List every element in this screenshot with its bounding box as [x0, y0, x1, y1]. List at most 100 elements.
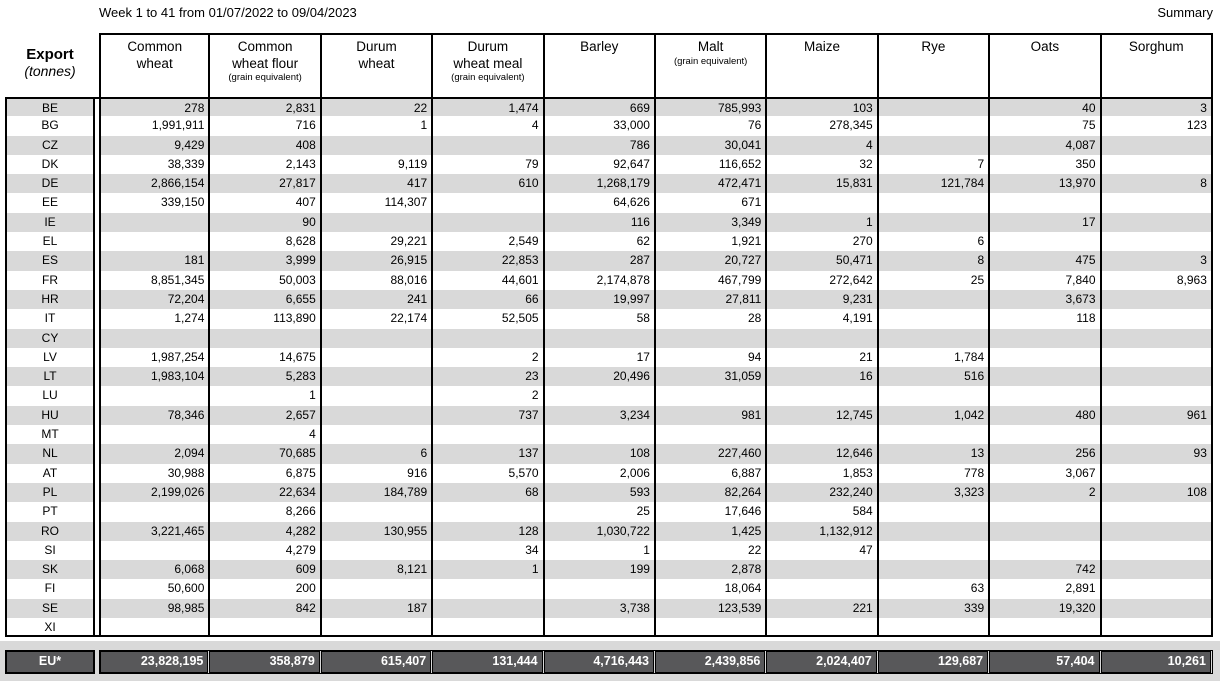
data-cell: 29,221	[322, 232, 434, 252]
data-cell: 4	[433, 116, 545, 136]
country-code: AT	[5, 463, 95, 483]
country-code: DK	[5, 154, 95, 175]
data-cell: 1,991,911	[99, 116, 211, 136]
data-cell	[990, 502, 1102, 522]
country-code: PT	[5, 502, 95, 522]
data-cell: 1	[210, 386, 322, 406]
column-gap	[95, 463, 99, 483]
data-cell: 737	[433, 405, 545, 426]
eu-total-label: EU*	[5, 650, 95, 674]
data-cell	[767, 386, 879, 406]
data-cell: 1,268,179	[544, 174, 656, 194]
data-cell	[1101, 328, 1213, 348]
column-header-common-wheat: Common wheat	[99, 33, 211, 97]
country-code: XI	[5, 618, 95, 638]
data-cell	[1102, 232, 1213, 252]
column-gap	[95, 251, 99, 271]
eu-total-cell: 131,444	[433, 650, 545, 674]
data-cell: 78,346	[99, 405, 211, 426]
data-cell: 27,811	[655, 289, 768, 310]
data-cell: 2,549	[433, 232, 545, 252]
data-cell: 8,266	[210, 502, 322, 522]
column-header-sorghum: Sorghum	[1101, 33, 1213, 97]
data-cell: 50,003	[210, 270, 322, 290]
country-code: LV	[5, 347, 95, 368]
data-cell: 3,738	[544, 598, 656, 619]
data-cell	[544, 618, 656, 638]
data-cell: 128	[433, 521, 545, 541]
data-cell: 916	[322, 463, 434, 483]
data-cell: 671	[656, 193, 768, 213]
data-cell: 961	[1101, 405, 1213, 426]
data-cell	[433, 502, 545, 522]
country-code: SI	[5, 540, 95, 561]
data-cell	[544, 328, 656, 348]
data-cell	[1102, 386, 1213, 406]
data-cell	[322, 425, 434, 445]
data-cell	[433, 328, 545, 348]
data-cell: 584	[767, 502, 879, 522]
data-cell: 103	[767, 97, 879, 117]
data-cell: 25	[879, 270, 991, 290]
data-cell	[99, 386, 211, 406]
data-cell	[878, 289, 991, 310]
data-cell: 2	[433, 386, 545, 406]
export-label: Export	[26, 46, 74, 63]
data-cell: 17	[545, 347, 656, 368]
data-cell	[879, 309, 991, 329]
data-cell: 2,006	[545, 463, 656, 483]
data-cell	[990, 347, 1102, 368]
data-cell: 270	[767, 232, 879, 252]
eu-total-row: EU* 23,828,195 358,879 615,407 131,444 4,716,…	[5, 650, 1213, 674]
data-cell	[433, 579, 545, 599]
data-cell: 79	[433, 154, 545, 175]
data-cell: 2,891	[990, 579, 1102, 599]
data-cell	[322, 347, 434, 368]
data-cell: 6,068	[99, 560, 211, 580]
data-cell	[433, 135, 545, 155]
data-cell: 93	[1101, 444, 1213, 464]
data-cell	[990, 328, 1102, 348]
data-cell: 2,866,154	[99, 174, 211, 194]
data-cell: 785,993	[655, 97, 768, 117]
data-cell: 516	[878, 367, 991, 387]
data-cell: 256	[990, 444, 1102, 464]
data-cell	[990, 521, 1102, 541]
data-cell: 90	[210, 212, 322, 233]
data-cell: 130,955	[321, 521, 434, 541]
data-cell	[433, 618, 545, 638]
data-cell	[321, 328, 434, 348]
data-cell: 66	[433, 289, 545, 310]
data-cell	[990, 367, 1102, 387]
data-cell: 22,174	[322, 309, 434, 329]
column-gap	[95, 618, 99, 638]
data-cell	[322, 540, 434, 561]
country-code: SE	[5, 598, 95, 619]
data-cell	[879, 425, 991, 445]
data-cell	[1101, 521, 1213, 541]
data-cell: 184,789	[321, 482, 434, 503]
data-cell: 472,471	[655, 174, 768, 194]
data-cell: 137	[433, 444, 545, 464]
data-cell: 407	[210, 193, 322, 213]
data-cell: 1,042	[878, 405, 991, 426]
data-cell: 9,231	[767, 289, 879, 310]
data-cell: 278	[99, 97, 211, 117]
data-cell: 287	[544, 251, 656, 271]
data-cell	[990, 386, 1102, 406]
column-header-rye: Rye	[878, 33, 991, 97]
country-code: MT	[5, 425, 95, 445]
summary-link[interactable]: Summary	[1157, 5, 1213, 20]
data-cell	[1102, 347, 1213, 368]
country-code: HR	[5, 289, 95, 310]
data-cell	[321, 405, 434, 426]
column-gap	[95, 270, 99, 290]
data-cell: 58	[545, 309, 656, 329]
data-cell	[1102, 193, 1213, 213]
data-cell: 417	[321, 174, 434, 194]
data-cell	[990, 540, 1102, 561]
data-cell: 108	[1101, 482, 1213, 503]
data-cell	[322, 502, 434, 522]
data-cell	[879, 386, 991, 406]
data-cell	[210, 328, 322, 348]
